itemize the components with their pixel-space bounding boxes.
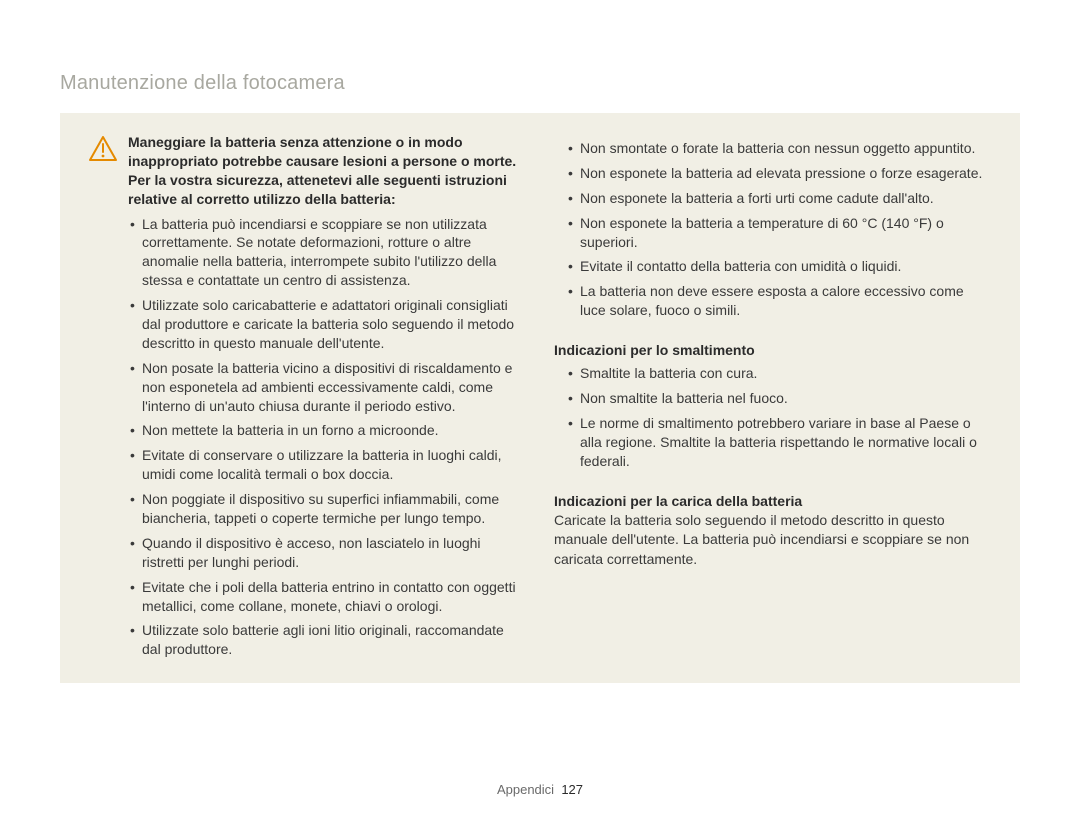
footer-label: Appendici — [497, 782, 554, 797]
disposal-heading: Indicazioni per lo smaltimento — [554, 342, 992, 358]
warning-block: Maneggiare la batteria senza attenzione … — [88, 133, 526, 209]
charging-heading: Indicazioni per la carica della batteria — [554, 493, 992, 509]
page-footer: Appendici 127 — [0, 782, 1080, 797]
bullet-list-disposal: Smaltite la batteria con cura. Non smalt… — [568, 364, 992, 470]
list-item: Non smaltite la batteria nel fuoco. — [568, 389, 992, 408]
list-item: Evitate il contatto della batteria con u… — [568, 257, 992, 276]
bullet-list-left: La batteria può incendiarsi e scoppiare … — [130, 215, 526, 660]
page-number: 127 — [561, 782, 583, 797]
document-page: Manutenzione della fotocamera Maneggiare… — [0, 0, 1080, 815]
right-column: Non smontate o forate la batteria con ne… — [554, 133, 992, 659]
list-item: Non poggiate il dispositivo su superfici… — [130, 490, 526, 528]
list-item: Non smontate o forate la batteria con ne… — [568, 139, 992, 158]
list-item: Evitate che i poli della batteria entrin… — [130, 578, 526, 616]
list-item: Non esponete la batteria a forti urti co… — [568, 189, 992, 208]
list-item: Non esponete la batteria ad elevata pres… — [568, 164, 992, 183]
section-title: Manutenzione della fotocamera — [60, 72, 1020, 95]
warning-triangle-icon — [88, 135, 118, 168]
info-box: Maneggiare la batteria senza attenzione … — [60, 113, 1020, 683]
list-item: Quando il dispositivo è acceso, non lasc… — [130, 534, 526, 572]
list-item: Non posate la batteria vicino a disposit… — [130, 359, 526, 416]
warning-text: Maneggiare la batteria senza attenzione … — [128, 133, 526, 209]
list-item: La batteria può incendiarsi e scoppiare … — [130, 215, 526, 291]
list-item: Le norme di smaltimento potrebbero varia… — [568, 414, 992, 471]
list-item: Evitate di conservare o utilizzare la ba… — [130, 446, 526, 484]
left-column: Maneggiare la batteria senza attenzione … — [88, 133, 526, 659]
list-item: Non esponete la batteria a temperature d… — [568, 214, 992, 252]
list-item: Utilizzate solo caricabatterie e adattat… — [130, 296, 526, 353]
charging-text: Caricate la batteria solo seguendo il me… — [554, 511, 992, 570]
list-item: La batteria non deve essere esposta a ca… — [568, 282, 992, 320]
list-item: Smaltite la batteria con cura. — [568, 364, 992, 383]
list-item: Utilizzate solo batterie agli ioni litio… — [130, 621, 526, 659]
list-item: Non mettete la batteria in un forno a mi… — [130, 421, 526, 440]
bullet-list-right-top: Non smontate o forate la batteria con ne… — [568, 139, 992, 320]
